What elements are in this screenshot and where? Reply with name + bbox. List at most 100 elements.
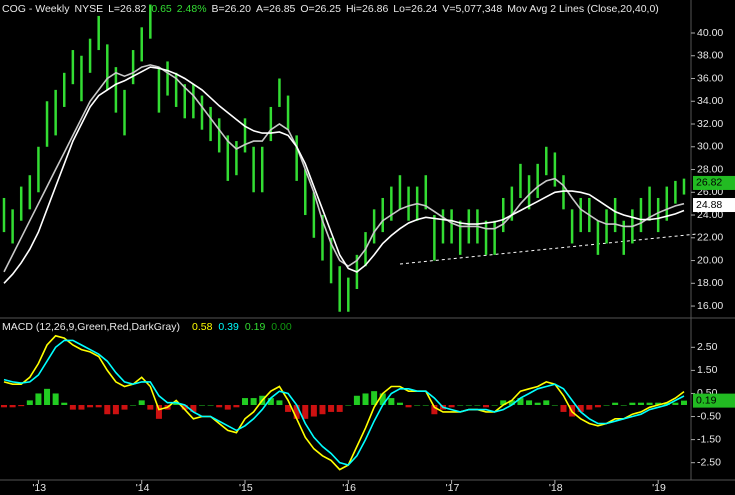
- last-value-box: [693, 198, 735, 213]
- chart-header: COG - Weekly NYSE L=26.82 0.65 2.48% B=26.20 A…: [2, 3, 659, 15]
- header-item: O=26.25: [300, 3, 341, 15]
- histogram-bar: [457, 405, 464, 406]
- header-item: B=26.20: [212, 3, 252, 15]
- histogram-bar: [672, 402, 679, 405]
- macd-readout: 0.58: [192, 321, 213, 333]
- y-tick-label: 20.00: [697, 254, 723, 266]
- header-item: Hi=26.86: [346, 3, 388, 15]
- histogram-bar: [560, 405, 567, 412]
- histogram-bar: [87, 405, 94, 408]
- header-item: L=26.82: [108, 3, 146, 15]
- histogram-bar: [207, 405, 214, 406]
- histogram-bar: [586, 405, 593, 410]
- y-tick-label: 28.00: [697, 163, 723, 175]
- histogram-bar: [190, 405, 197, 412]
- histogram-bar: [414, 405, 421, 406]
- last-value-label: 24.88: [696, 199, 722, 211]
- header-item: NYSE: [74, 3, 103, 15]
- histogram-bar: [224, 405, 231, 410]
- x-tick-label: '16: [342, 482, 356, 494]
- histogram-bar: [637, 402, 644, 405]
- histogram-bar: [285, 405, 292, 412]
- histogram-bar: [388, 398, 395, 405]
- y-tick-label: 38.00: [697, 50, 723, 62]
- histogram-bar: [216, 405, 223, 408]
- histogram-bar: [663, 402, 670, 405]
- histogram-bar: [603, 405, 610, 406]
- histogram-bar: [646, 402, 653, 405]
- last-value-box: [693, 393, 735, 408]
- histogram-bar: [95, 405, 102, 408]
- macd-line: [3, 334, 685, 471]
- histogram-bar: [422, 405, 429, 406]
- last-value-label: 26.82: [696, 177, 722, 189]
- histogram-bar: [276, 400, 283, 405]
- header-item: Mov Avg 2 Lines (Close,20,40,0): [507, 3, 659, 15]
- histogram-bar: [310, 405, 317, 417]
- header-item: V=5,077,348: [442, 3, 502, 15]
- histogram-bar: [61, 402, 68, 405]
- header-item: 2.48%: [177, 3, 207, 15]
- histogram-bar: [328, 405, 335, 412]
- histogram-bar: [9, 405, 16, 408]
- histogram-bar: [534, 402, 541, 405]
- histogram-bar: [379, 393, 386, 405]
- histogram-bar: [130, 405, 137, 406]
- histogram-bar: [69, 405, 76, 410]
- histogram-bar: [396, 402, 403, 405]
- histogram-bar: [681, 400, 687, 405]
- x-tick-label: '19: [652, 482, 666, 494]
- y-tick-label: 16.00: [697, 300, 723, 312]
- histogram-bar: [577, 405, 584, 412]
- histogram-bar: [526, 400, 533, 405]
- histogram-bar: [147, 405, 154, 410]
- histogram-bar: [448, 405, 455, 408]
- histogram-bar: [629, 402, 636, 405]
- y-tick-label: 18.00: [697, 277, 723, 289]
- histogram-bar: [18, 405, 25, 407]
- y-tick-label: -2.50: [697, 456, 721, 468]
- histogram-bar: [491, 405, 498, 406]
- histogram-bar: [474, 405, 481, 406]
- histogram-bar: [155, 405, 162, 419]
- histogram-bar: [655, 402, 662, 405]
- histogram-bar: [543, 400, 550, 405]
- histogram-bar: [551, 405, 558, 406]
- last-value-label: 0.19: [696, 394, 717, 406]
- histogram-bar: [345, 405, 352, 406]
- header-item: 0.65: [151, 3, 172, 15]
- y-tick-label: 36.00: [697, 72, 723, 84]
- histogram-bar: [52, 393, 59, 405]
- y-tick-label: 34.00: [697, 95, 723, 107]
- histogram-bar: [371, 391, 378, 405]
- histogram-bar: [1, 405, 7, 408]
- y-tick-label: 22.00: [697, 232, 723, 244]
- histogram-bar: [198, 405, 205, 406]
- histogram-bar: [465, 405, 472, 406]
- macd-title: MACD (12,26,9,Green,Red,DarkGray): [2, 321, 180, 333]
- histogram-bar: [336, 405, 343, 412]
- histogram-bar: [302, 405, 309, 419]
- x-tick-label: '17: [446, 482, 460, 494]
- histogram-bar: [319, 405, 326, 415]
- y-tick-label: -0.50: [697, 410, 721, 422]
- histogram-bar: [233, 405, 240, 408]
- histogram-bar: [508, 400, 515, 405]
- histogram-bar: [293, 405, 300, 419]
- histogram-bar: [173, 402, 180, 405]
- histogram-bar: [26, 400, 33, 405]
- macd-line: [3, 339, 685, 466]
- y-tick-label: 32.00: [697, 118, 723, 130]
- header-item: Lo=26.24: [393, 3, 437, 15]
- x-tick-label: '15: [239, 482, 253, 494]
- y-tick-label: 1.50: [697, 364, 718, 376]
- macd-readout: 0.19: [245, 321, 266, 333]
- histogram-bar: [362, 393, 369, 405]
- histogram-bar: [267, 398, 274, 405]
- x-tick-label: '18: [549, 482, 563, 494]
- histogram-bar: [78, 405, 85, 410]
- macd-header: MACD (12,26,9,Green,Red,DarkGray) 0.58 0.3…: [2, 321, 292, 333]
- histogram-bar: [517, 398, 524, 405]
- histogram-bar: [242, 398, 249, 405]
